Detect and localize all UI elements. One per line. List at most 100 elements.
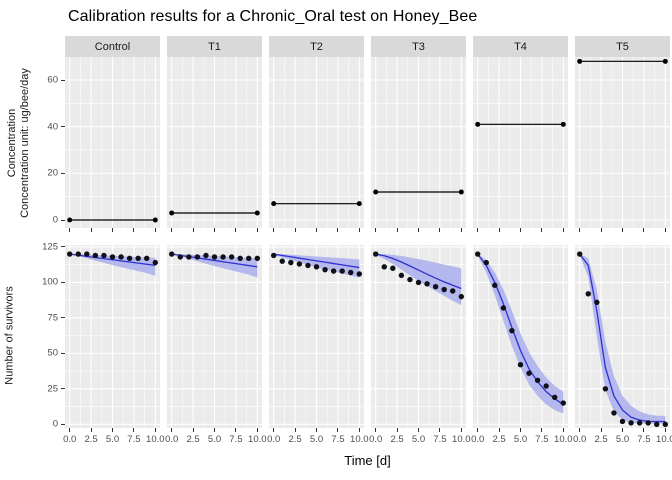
x-tick-mark bbox=[112, 428, 113, 432]
survivors-panel-control bbox=[65, 245, 160, 428]
x-tick-label: 0.0 bbox=[63, 434, 77, 445]
facet-strip-label: T4 bbox=[514, 40, 527, 53]
facet-strip-control: Control bbox=[65, 36, 160, 57]
y-tick-mark bbox=[61, 352, 65, 354]
x-tick-mark bbox=[579, 228, 581, 232]
y-tick-label: 60 bbox=[47, 74, 58, 86]
x-tick-label: 2.5 bbox=[288, 434, 302, 445]
facet-strip-t5: T5 bbox=[575, 36, 670, 57]
x-tick-mark bbox=[273, 228, 275, 232]
x-tick-mark bbox=[643, 228, 645, 232]
x-tick-label: 7.5 bbox=[331, 434, 345, 445]
x-tick-mark bbox=[375, 428, 377, 432]
concentration-panel-t3 bbox=[371, 57, 466, 228]
facet-strip-t3: T3 bbox=[371, 36, 466, 57]
x-tick-mark bbox=[316, 228, 317, 232]
x-tick-mark bbox=[294, 228, 296, 232]
x-tick-mark bbox=[214, 228, 215, 232]
x-tick-mark bbox=[358, 228, 360, 232]
x-tick-mark bbox=[579, 428, 581, 432]
chart-title: Calibration results for a Chronic_Oral t… bbox=[68, 8, 478, 25]
x-tick-label: 2.5 bbox=[594, 434, 608, 445]
survivors-panel-t3 bbox=[371, 245, 466, 428]
facet-strip-label: Control bbox=[94, 40, 131, 53]
x-tick-mark bbox=[358, 428, 360, 432]
x-tick-label: 2.5 bbox=[492, 434, 506, 445]
y-tick-mark bbox=[61, 126, 65, 128]
x-tick-label: 0.0 bbox=[369, 434, 383, 445]
x-tick-mark bbox=[520, 228, 521, 232]
x-tick-label: 10.0 bbox=[656, 434, 672, 445]
x-tick-mark bbox=[337, 428, 339, 432]
x-axis-title: Time [d] bbox=[344, 453, 391, 468]
x-tick-mark bbox=[396, 428, 398, 432]
bottom-y-axis-title: Number of survivors bbox=[3, 286, 16, 385]
survivors-panel-t1 bbox=[167, 245, 262, 428]
y-tick-label: 50 bbox=[47, 347, 58, 359]
y-tick-mark bbox=[61, 281, 65, 283]
x-tick-label: 5.0 bbox=[309, 434, 324, 445]
x-tick-mark bbox=[214, 428, 215, 432]
x-tick-label: 7.5 bbox=[637, 434, 651, 445]
y-tick-label: 100 bbox=[42, 276, 58, 288]
x-tick-label: 7.5 bbox=[229, 434, 243, 445]
x-tick-mark bbox=[337, 228, 339, 232]
x-tick-mark bbox=[256, 428, 258, 432]
y-tick-mark bbox=[61, 246, 65, 248]
x-tick-mark bbox=[600, 228, 602, 232]
x-tick-label: 7.5 bbox=[127, 434, 141, 445]
x-tick-mark bbox=[235, 428, 237, 432]
x-tick-label: 10.0 bbox=[146, 434, 165, 445]
x-tick-label: 7.5 bbox=[535, 434, 549, 445]
y-tick-label: 75 bbox=[47, 312, 58, 324]
y-tick-mark bbox=[61, 317, 65, 319]
x-tick-mark bbox=[235, 228, 237, 232]
x-tick-mark bbox=[256, 228, 258, 232]
survivors-panel-t4 bbox=[473, 245, 568, 428]
x-tick-mark bbox=[396, 228, 398, 232]
y-tick-mark bbox=[61, 423, 65, 425]
x-tick-label: 0.0 bbox=[573, 434, 587, 445]
x-tick-mark bbox=[192, 428, 194, 432]
x-tick-mark bbox=[664, 228, 666, 232]
x-tick-mark bbox=[664, 428, 666, 432]
concentration-panel-t2 bbox=[269, 57, 364, 228]
facet-strip-t1: T1 bbox=[167, 36, 262, 57]
x-tick-label: 0.0 bbox=[165, 434, 179, 445]
facet-strip-t4: T4 bbox=[473, 36, 568, 57]
x-tick-mark bbox=[477, 228, 479, 232]
x-tick-mark bbox=[294, 428, 296, 432]
survivors-panel-t2 bbox=[269, 245, 364, 428]
x-tick-mark bbox=[541, 228, 543, 232]
survivors-panel-t5 bbox=[575, 245, 670, 428]
x-tick-mark bbox=[439, 428, 441, 432]
x-tick-mark bbox=[600, 428, 602, 432]
y-tick-label: 0 bbox=[52, 418, 58, 430]
facet-strip-label: T1 bbox=[208, 40, 221, 53]
x-tick-mark bbox=[112, 228, 113, 232]
x-tick-mark bbox=[171, 428, 173, 432]
x-tick-mark bbox=[520, 428, 521, 432]
x-tick-mark bbox=[418, 428, 419, 432]
y-tick-mark bbox=[61, 79, 65, 81]
x-tick-label: 10.0 bbox=[248, 434, 267, 445]
x-tick-label: 10.0 bbox=[350, 434, 369, 445]
x-tick-mark bbox=[375, 228, 377, 232]
x-tick-mark bbox=[133, 228, 135, 232]
x-tick-mark bbox=[154, 228, 156, 232]
y-tick-label: 25 bbox=[47, 383, 58, 395]
facet-strip-label: T2 bbox=[310, 40, 323, 53]
x-tick-label: 10.0 bbox=[452, 434, 471, 445]
x-tick-mark bbox=[69, 428, 71, 432]
x-tick-label: 2.5 bbox=[390, 434, 404, 445]
top-y-axis-title-line2: Concentration unit: ug/bee/day bbox=[19, 68, 31, 218]
concentration-panel-t5 bbox=[575, 57, 670, 228]
x-tick-mark bbox=[133, 428, 135, 432]
x-tick-label: 5.0 bbox=[207, 434, 222, 445]
y-tick-label: 125 bbox=[42, 241, 58, 253]
x-tick-mark bbox=[643, 428, 645, 432]
x-tick-mark bbox=[439, 228, 441, 232]
x-tick-mark bbox=[154, 428, 156, 432]
concentration-panel-t4 bbox=[473, 57, 568, 228]
